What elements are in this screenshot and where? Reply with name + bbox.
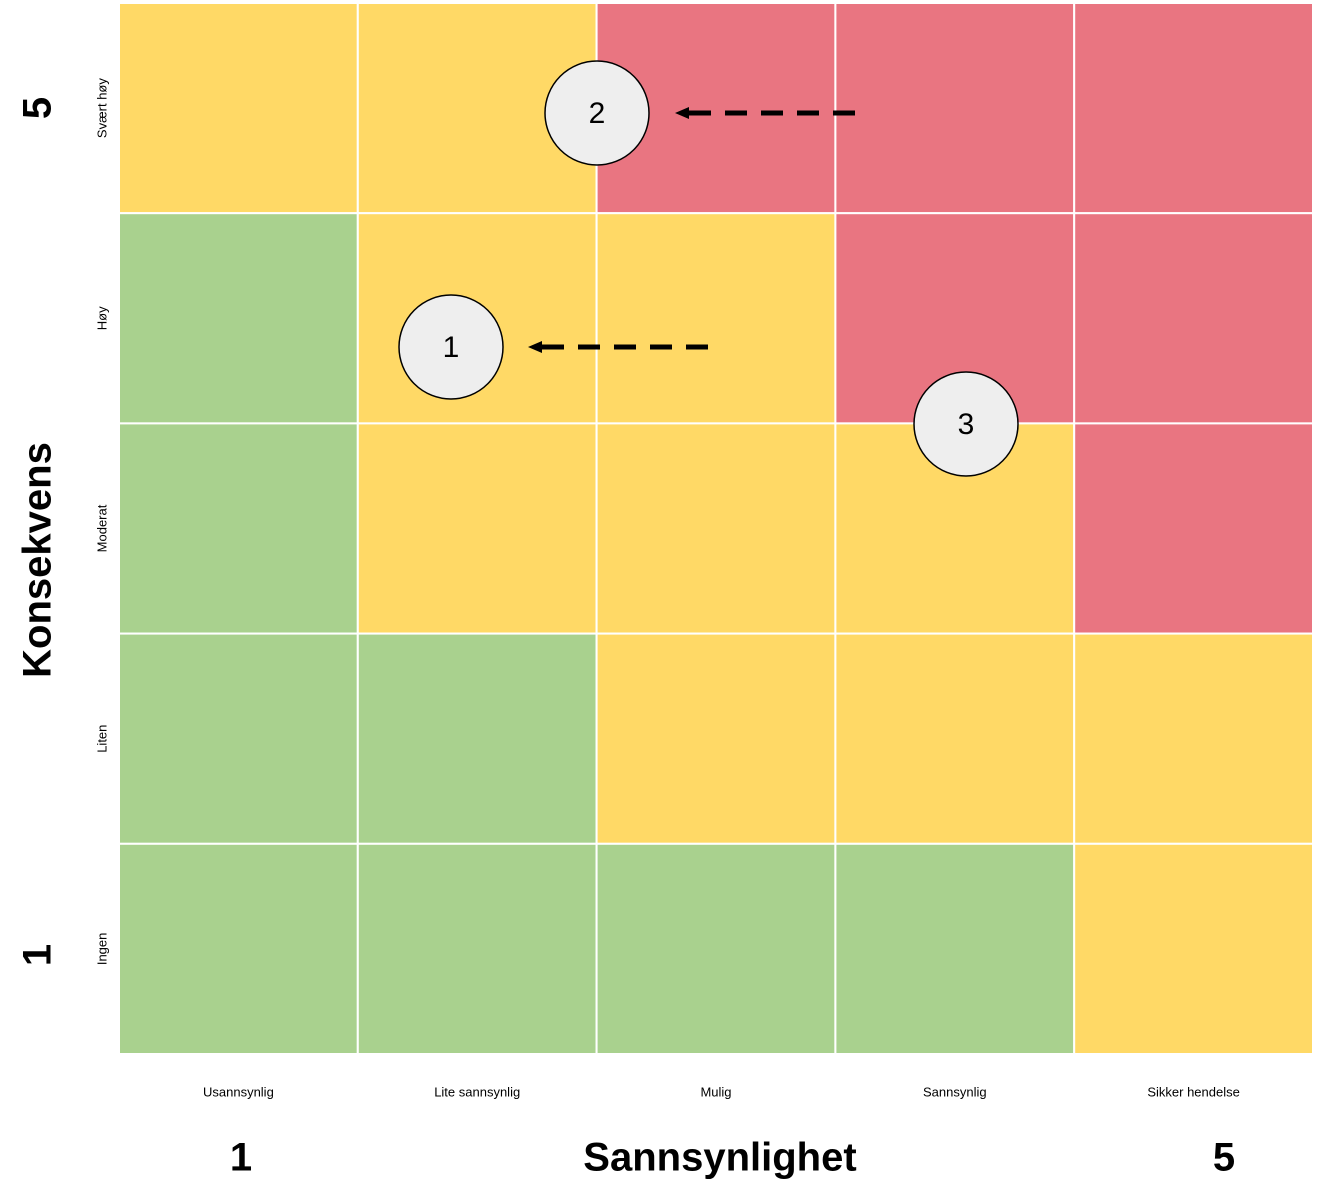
matrix-cell: [356, 632, 598, 845]
marker-circle: [913, 371, 1019, 477]
matrix-cell: [595, 422, 837, 635]
marker-circle: [398, 294, 504, 400]
matrix-cell: [1073, 2, 1314, 215]
matrix-grid: [118, 2, 1314, 1055]
matrix-cell: [356, 842, 598, 1055]
matrix-cell: [1073, 632, 1314, 845]
marker-label: 1: [443, 331, 460, 364]
matrix-cell: [118, 2, 359, 215]
marker: 1: [398, 294, 504, 400]
matrix-cell: [834, 2, 1076, 215]
row-label: Moderat: [94, 504, 109, 552]
column-label: Sannsynlig: [923, 1084, 987, 1099]
matrix-cell: [834, 842, 1076, 1055]
arrow-head: [528, 341, 542, 353]
row-label: Ingen: [94, 933, 109, 966]
x-axis-high: 5: [1213, 1136, 1235, 1180]
column-label: Sikker hendelse: [1147, 1084, 1240, 1099]
matrix-cell: [118, 842, 359, 1055]
matrix-cell: [595, 212, 837, 425]
matrix-cell: [1073, 842, 1314, 1055]
matrix-cell: [118, 632, 359, 845]
matrix-cell: [834, 632, 1076, 845]
matrix-cell: [1073, 422, 1314, 635]
matrix-cell: [356, 422, 598, 635]
arrow-head: [675, 107, 689, 119]
x-axis-title: Sannsynlighet: [583, 1136, 856, 1180]
matrix-cell: [595, 842, 837, 1055]
matrix-cell: [1073, 212, 1314, 425]
marker: 3: [913, 371, 1019, 477]
marker-label: 2: [589, 97, 606, 130]
matrix-cell: [118, 212, 359, 425]
marker-circle: [544, 60, 650, 166]
matrix-cell: [595, 632, 837, 845]
matrix-cell: [118, 422, 359, 635]
column-label: Usannsynlig: [203, 1084, 274, 1099]
y-axis-low: 1: [16, 944, 60, 966]
column-label: Lite sannsynlig: [434, 1084, 520, 1099]
x-axis-low: 1: [230, 1136, 252, 1180]
row-label: Liten: [94, 725, 109, 753]
marker-label: 3: [958, 408, 975, 441]
column-label: Mulig: [700, 1084, 731, 1099]
marker: 2: [544, 60, 650, 166]
y-axis-high: 5: [16, 97, 60, 119]
y-axis-title: Konsekvens: [16, 442, 60, 678]
row-label: Høy: [94, 306, 109, 330]
row-label: Svært høy: [94, 78, 109, 138]
arrows: [528, 107, 855, 353]
